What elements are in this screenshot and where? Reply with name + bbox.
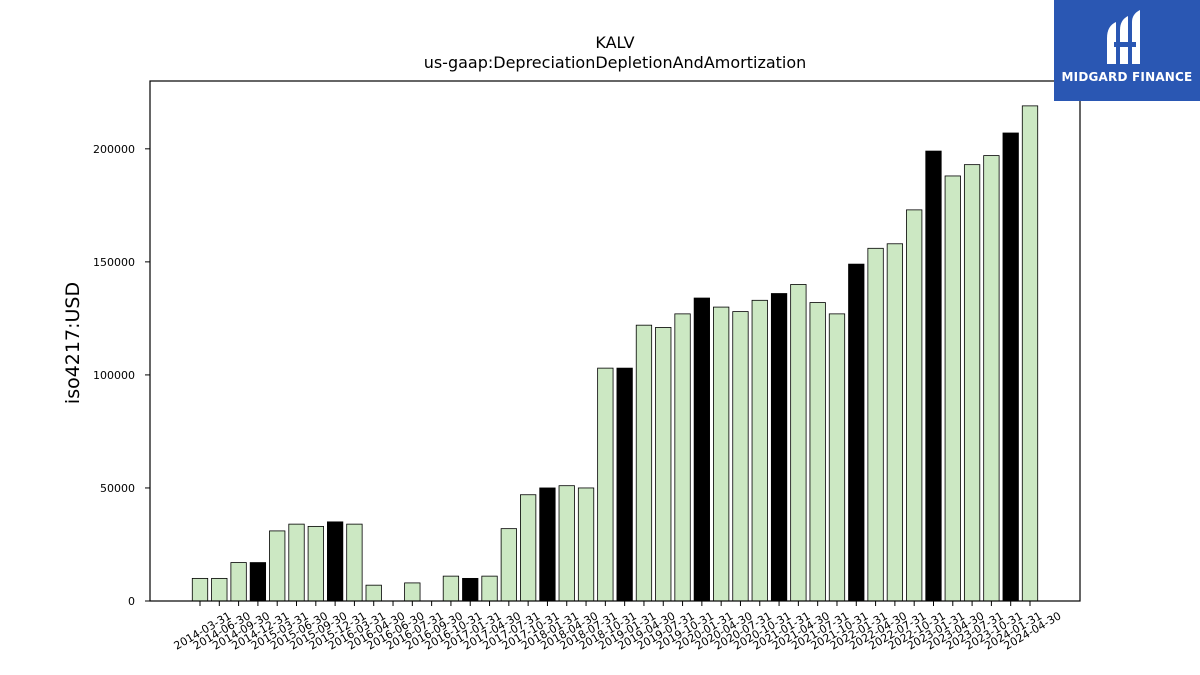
bar	[597, 367, 614, 602]
bar	[249, 562, 267, 602]
bar	[963, 164, 981, 602]
bar	[326, 521, 344, 602]
y-tick-label: 200000	[93, 143, 135, 156]
bar	[906, 209, 923, 602]
bar	[751, 299, 768, 602]
logo-text: MIDGARD FINANCE	[1061, 70, 1193, 84]
bar	[828, 313, 846, 602]
plot-frame	[149, 80, 1081, 602]
bar	[307, 525, 324, 602]
y-tick-label: 100000	[93, 369, 135, 382]
bar	[732, 311, 749, 602]
bar	[693, 297, 710, 602]
bar	[790, 284, 807, 602]
bar	[558, 485, 575, 602]
bar	[577, 487, 595, 602]
bar	[288, 523, 305, 602]
bar	[674, 313, 691, 602]
bar	[925, 150, 942, 602]
bar	[944, 175, 961, 602]
bar	[211, 577, 228, 602]
bar	[539, 487, 556, 602]
bar	[230, 562, 247, 602]
bar	[983, 155, 1000, 602]
bar	[886, 243, 904, 602]
bar	[462, 577, 479, 602]
bar	[442, 575, 460, 602]
chart-subtitle: us-gaap:DepreciationDepletionAndAmortiza…	[424, 53, 807, 72]
y-tick-label: 50000	[100, 482, 135, 495]
chart-title: KALV	[595, 33, 634, 52]
bar	[848, 263, 865, 602]
x-axis-ticks: 2014-03-312014-06-302014-09-302014-12-31…	[172, 601, 1064, 653]
y-axis-label: iso4217:USD	[62, 282, 84, 404]
bar	[635, 324, 653, 602]
y-tick-label: 0	[128, 595, 135, 608]
bar	[404, 582, 421, 602]
bar	[1002, 132, 1019, 602]
y-tick-label: 150000	[93, 256, 135, 269]
y-axis-ticks: 0 50000 100000 150000 200000	[93, 143, 150, 608]
bar	[867, 247, 884, 602]
bar	[481, 575, 498, 602]
bar	[655, 327, 672, 602]
bar	[520, 494, 537, 602]
midgard-logo-icon	[1107, 10, 1140, 64]
bar	[770, 293, 788, 602]
bar	[616, 367, 633, 602]
bar	[1021, 105, 1039, 602]
bar	[269, 530, 286, 602]
bar	[346, 523, 363, 602]
midgard-finance-logo: MIDGARD FINANCE	[1054, 0, 1200, 101]
bar	[809, 302, 826, 602]
bars-group	[191, 105, 1039, 602]
bar	[365, 584, 382, 602]
bar	[191, 577, 209, 602]
bar	[713, 306, 730, 602]
bar	[500, 528, 517, 602]
